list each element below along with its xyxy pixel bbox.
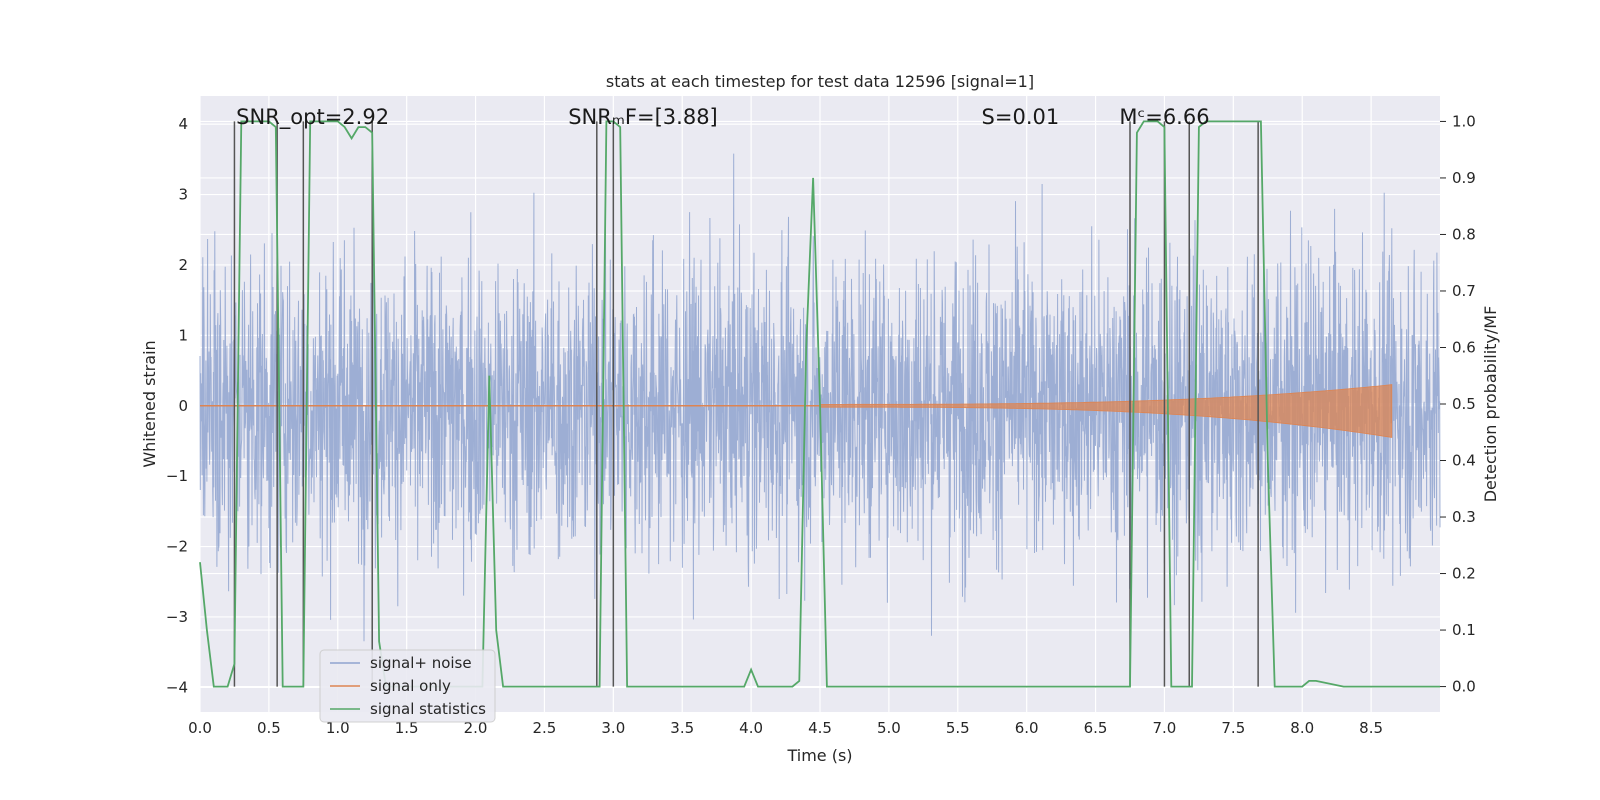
y-axis-ticks: 4 3 2 1 0 −1 −2 −3 −4 [166,115,188,696]
noise-line [199,153,1441,642]
x-tick-label-2: 1.0 [326,719,350,737]
x-tick-label-13: 6.5 [1084,719,1108,737]
y2-tick-label-8: 0.2 [1452,565,1476,583]
y2-tick-label-10: 0.0 [1452,678,1476,696]
y2-tick-label-1: 0.9 [1452,169,1476,187]
y-axis-label: Whitened strain [140,340,159,467]
x-axis-label: Time (s) [786,746,852,765]
y2-tick-label-6: 0.4 [1452,452,1476,470]
legend-label-noise: signal+ noise [370,654,472,672]
statistics-line [199,120,1440,688]
statistics-series [199,120,1440,688]
x-tick-label-11: 5.5 [946,719,970,737]
x-tick-label-3: 1.5 [395,719,419,737]
y-tick-label-1: 3 [178,186,188,204]
y2-axis-ticks: 1.0 0.9 0.8 0.7 0.6 0.5 0.4 0.3 0.2 0.1 0.0 [1440,112,1476,696]
x-tick-label-0: 0.0 [188,719,212,737]
noise-series [199,153,1441,642]
x-tick-label-14: 7.0 [1153,719,1177,737]
y2-tick-label-7: 0.3 [1452,508,1476,526]
y2-tick-label-5: 0.5 [1452,395,1476,413]
x-tick-label-17: 8.5 [1359,719,1383,737]
annotations: SNR_opt=2.92 SNRₘF=[3.88] S=0.01 Mᶜ=6.66 [236,105,1209,130]
x-tick-label-10: 5.0 [877,719,901,737]
signal-chirp [819,384,1393,438]
y-tick-label-8: −4 [166,678,188,696]
y2-tick-label-0: 1.0 [1452,112,1476,130]
y-tick-label-5: −1 [166,467,188,485]
annotation-2: S=0.01 [982,105,1060,129]
x-tick-label-8: 4.0 [739,719,763,737]
vertical-markers [233,121,1259,687]
y2-tick-label-9: 0.1 [1452,621,1476,639]
x-tick-label-9: 4.5 [808,719,832,737]
x-tick-label-1: 0.5 [257,719,281,737]
chart-title: stats at each timestep for test data 125… [606,72,1034,91]
x-tick-label-6: 3.0 [601,719,625,737]
x-tick-label-4: 2.0 [464,719,488,737]
legend: signal+ noise signal only signal statist… [319,649,496,723]
annotation-1: SNRₘF=[3.88] [568,105,718,129]
y2-tick-label-2: 0.8 [1452,225,1476,243]
y-tick-label-0: 4 [178,115,188,133]
x-tick-label-5: 2.5 [533,719,557,737]
x-tick-label-15: 7.5 [1221,719,1245,737]
x-tick-label-7: 3.5 [670,719,694,737]
y-tick-label-3: 1 [178,326,188,344]
y-tick-label-7: −3 [166,608,188,626]
y-tick-label-6: −2 [166,538,188,556]
x-tick-label-12: 6.0 [1015,719,1039,737]
y2-tick-label-3: 0.7 [1452,282,1476,300]
x-axis-ticks: 0.0 0.5 1.0 1.5 2.0 2.5 3.0 3.5 4.0 4.5 5.0 5.5 6.0 6… [188,719,1383,737]
legend-label-stats: signal statistics [370,700,486,718]
annotation-3: Mᶜ=6.66 [1119,105,1209,129]
y2-tick-label-4: 0.6 [1452,338,1476,356]
y-tick-label-2: 2 [178,256,188,274]
y2-axis-label: Detection probability/MF [1481,306,1500,503]
legend-box [319,649,496,723]
x-tick-label-16: 8.0 [1290,719,1314,737]
annotation-0: SNR_opt=2.92 [236,105,389,130]
y-tick-label-4: 0 [178,397,188,415]
legend-label-signal: signal only [370,677,451,695]
